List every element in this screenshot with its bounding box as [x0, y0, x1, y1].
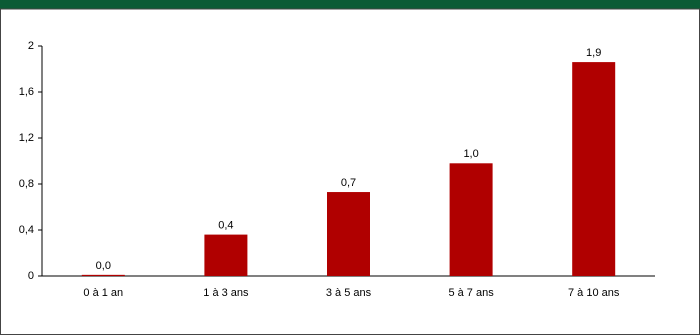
y-tick-label: 1,2: [19, 132, 34, 144]
value-label: 0,4: [218, 220, 233, 232]
value-label: 0,7: [341, 177, 356, 189]
bar: [449, 163, 493, 276]
x-tick-label: 0 à 1 an: [83, 287, 123, 299]
bar: [327, 192, 370, 276]
value-label: 1,9: [586, 47, 601, 59]
y-tick-label: 0,4: [19, 224, 34, 236]
x-tick-label: 5 à 7 ans: [448, 287, 494, 299]
y-tick-label: 0,8: [19, 178, 34, 190]
x-tick-label: 3 à 5 ans: [326, 287, 372, 299]
bar: [572, 62, 616, 276]
header-band: [0, 0, 700, 9]
value-label: 1,0: [463, 148, 478, 160]
y-tick-label: 0: [28, 270, 34, 282]
value-label: 0,0: [96, 260, 111, 272]
y-tick-label: 2: [28, 40, 34, 52]
x-tick-label: 1 à 3 ans: [203, 287, 249, 299]
bar: [81, 274, 125, 276]
y-tick-label: 1,6: [19, 86, 34, 98]
x-tick-label: 7 à 10 ans: [568, 287, 620, 299]
bar: [204, 234, 248, 276]
